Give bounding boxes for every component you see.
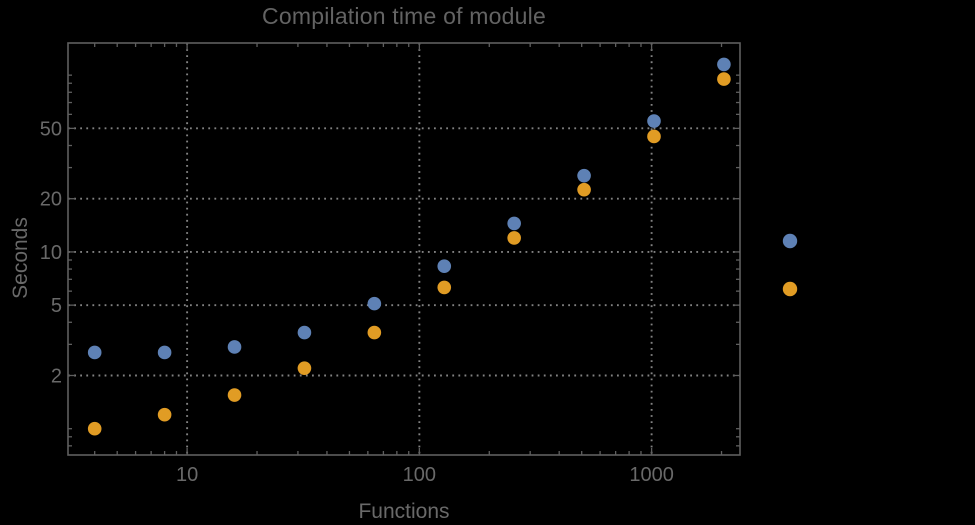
plot-frame xyxy=(67,42,741,456)
data-point-series-orange xyxy=(297,361,312,375)
data-point-series-blue xyxy=(507,216,521,231)
data-point-series-blue xyxy=(367,296,382,311)
y-tick-label: 5 xyxy=(51,295,62,317)
data-point-series-blue xyxy=(647,114,661,128)
data-point-series-orange xyxy=(717,72,731,86)
x-tick-label: 100 xyxy=(403,464,436,486)
data-point-series-blue xyxy=(577,168,591,183)
chart-title: Compilation time of module xyxy=(262,3,546,29)
data-point-series-orange xyxy=(87,421,102,436)
data-point-series-blue xyxy=(717,57,731,72)
data-point-series-blue xyxy=(157,345,172,360)
data-point-series-blue xyxy=(297,325,312,340)
data-point-series-orange xyxy=(227,388,242,402)
y-tick-label: 20 xyxy=(40,189,62,211)
data-point-series-orange xyxy=(577,182,591,197)
x-tick-label: 1000 xyxy=(629,464,674,486)
y-tick-label: 2 xyxy=(51,365,62,387)
data-point-series-orange xyxy=(647,129,661,144)
y-tick-label: 50 xyxy=(40,118,62,140)
data-point-series-blue xyxy=(437,259,452,274)
legend-marker-series-orange xyxy=(782,281,798,297)
data-point-series-orange xyxy=(507,231,521,245)
x-axis-title: Functions xyxy=(358,500,450,523)
data-point-series-blue xyxy=(87,345,102,360)
y-axis-title: Seconds xyxy=(9,217,32,299)
x-tick-label: 10 xyxy=(176,464,198,486)
data-point-series-orange xyxy=(157,407,172,422)
y-tick-label: 10 xyxy=(40,242,62,264)
data-point-series-orange xyxy=(437,280,452,295)
data-point-series-orange xyxy=(367,325,382,340)
data-point-series-blue xyxy=(227,340,242,354)
legend-marker-series-blue xyxy=(782,233,798,249)
